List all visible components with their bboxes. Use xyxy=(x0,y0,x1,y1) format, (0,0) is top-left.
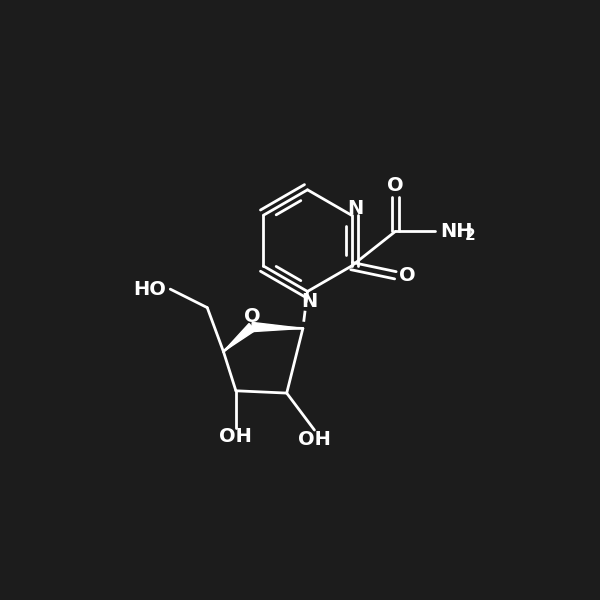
Text: NH: NH xyxy=(440,222,473,241)
Text: HO: HO xyxy=(133,280,166,299)
Text: N: N xyxy=(301,292,317,311)
Text: O: O xyxy=(398,266,415,285)
Text: N: N xyxy=(347,199,364,218)
Polygon shape xyxy=(252,322,303,332)
Polygon shape xyxy=(223,323,255,352)
Text: O: O xyxy=(244,307,260,326)
Text: OH: OH xyxy=(220,427,253,446)
Text: OH: OH xyxy=(298,430,331,449)
Text: 2: 2 xyxy=(465,227,475,242)
Text: O: O xyxy=(387,176,404,194)
